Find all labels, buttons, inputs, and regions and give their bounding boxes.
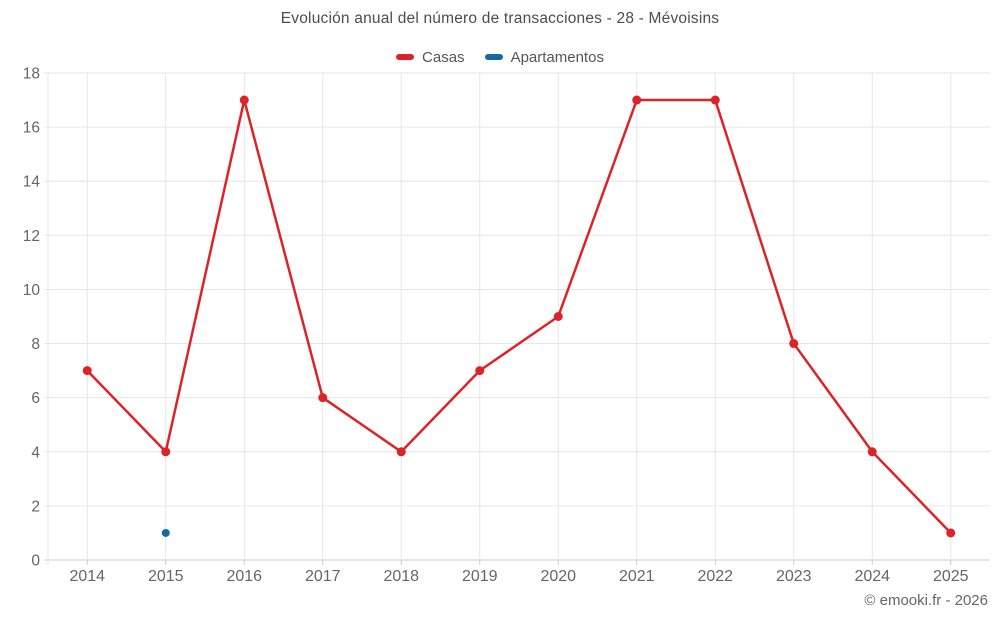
y-axis-tick-label: 14: [23, 174, 41, 191]
data-point-casas[interactable]: [946, 528, 956, 538]
data-point-casas[interactable]: [710, 95, 720, 105]
legend-label-apartamentos: Apartamentos: [510, 48, 604, 66]
x-axis-tick-label: 2021: [619, 568, 655, 585]
x-axis-tick-label: 2023: [776, 568, 812, 585]
casas-legend-swatch-icon: [396, 54, 415, 60]
legend-item-casas[interactable]: Casas: [396, 49, 465, 66]
data-point-casas[interactable]: [632, 95, 642, 105]
y-axis-tick-label: 10: [23, 282, 41, 299]
x-axis-tick-label: 2019: [462, 568, 498, 585]
x-axis-tick-label: 2014: [69, 568, 105, 585]
y-axis-tick-label: 16: [23, 120, 40, 137]
x-axis-tick-label: 2025: [933, 568, 969, 585]
data-point-casas[interactable]: [475, 366, 485, 376]
data-point-casas[interactable]: [161, 447, 171, 457]
data-point-apartamentos[interactable]: [161, 528, 170, 537]
y-axis-tick-label: 8: [31, 336, 40, 353]
x-axis-tick-label: 2024: [854, 568, 890, 585]
apartamentos-legend-swatch-icon: [484, 54, 503, 60]
data-point-casas[interactable]: [82, 366, 92, 376]
x-axis-tick-label: 2018: [383, 568, 419, 585]
data-point-casas[interactable]: [239, 95, 249, 105]
y-axis-tick-label: 2: [31, 498, 40, 515]
x-axis-tick-label: 2022: [697, 568, 733, 585]
y-axis-tick-label: 6: [31, 390, 40, 407]
x-axis-tick-label: 2015: [148, 568, 184, 585]
legend: Casas Apartamentos: [0, 47, 1000, 67]
y-axis-tick-label: 18: [23, 66, 40, 83]
legend-label-casas: Casas: [422, 48, 465, 66]
chart-title: Evolución anual del número de transaccio…: [280, 10, 720, 27]
data-point-casas[interactable]: [396, 447, 406, 457]
x-axis-tick-label: 2020: [540, 568, 576, 585]
data-point-casas[interactable]: [867, 447, 877, 457]
data-point-casas[interactable]: [789, 339, 799, 349]
x-axis-tick-label: 2016: [226, 568, 262, 585]
data-point-casas[interactable]: [553, 312, 563, 321]
y-axis-tick-label: 4: [31, 444, 40, 461]
y-axis-tick-label: 12: [23, 228, 40, 245]
copyright: © emooki.fr - 2026: [864, 592, 988, 609]
y-axis-tick-label: 0: [31, 553, 40, 570]
legend-item-apartamentos[interactable]: Apartamentos: [484, 48, 604, 66]
series-line-casas: [86, 98, 952, 535]
data-point-casas[interactable]: [318, 393, 328, 403]
x-axis-tick-label: 2017: [305, 568, 341, 585]
